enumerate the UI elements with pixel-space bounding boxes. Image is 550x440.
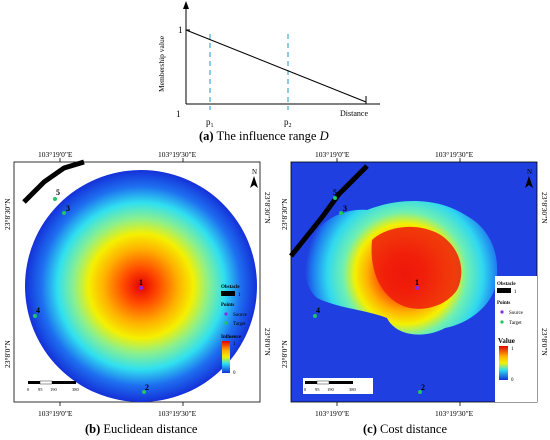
coord-top-left: 103°19'0"E xyxy=(315,150,350,159)
scale-bar: 0 95 190 380 xyxy=(303,378,373,394)
svg-text:Points: Points xyxy=(497,301,510,306)
caption-b: (b) Euclidean distance xyxy=(85,422,198,436)
x-axis-label: Distance xyxy=(340,109,368,118)
svg-text:Target: Target xyxy=(509,321,522,326)
y-axis-label: Membership value xyxy=(157,35,166,92)
caption-c: (c) Cost distance xyxy=(363,422,448,436)
svg-text:0: 0 xyxy=(233,371,236,376)
svg-text:190: 190 xyxy=(50,387,58,392)
coord-bottom-left: 103°19'0"E xyxy=(315,409,350,418)
caption-a: (a) The influence range D xyxy=(199,129,329,143)
cost-core xyxy=(371,226,462,309)
coord-right-top: 23°8'30"N xyxy=(540,192,549,224)
svg-text:1: 1 xyxy=(238,293,241,298)
scale-bar: 0 95 190 380 xyxy=(27,380,80,392)
svg-text:380: 380 xyxy=(72,387,80,392)
svg-text:3: 3 xyxy=(343,204,347,213)
svg-text:Source: Source xyxy=(509,311,524,316)
coord-right-bottom: 23°8'0"N xyxy=(263,328,272,356)
svg-text:5: 5 xyxy=(333,188,337,197)
coord-right-bottom: 23°8'0"N xyxy=(540,328,549,356)
svg-text:Value: Value xyxy=(498,337,515,345)
point-1: 1 xyxy=(415,278,419,290)
coord-left-top: 23°8'30"N xyxy=(3,198,12,230)
svg-text:4: 4 xyxy=(316,306,320,315)
svg-text:Influence: Influence xyxy=(221,335,242,340)
y-axis-arrow xyxy=(183,1,189,9)
svg-text:Obstacle: Obstacle xyxy=(221,285,240,290)
svg-text:0: 0 xyxy=(511,378,514,383)
coord-bottom-right: 103°19'30"E xyxy=(158,409,197,418)
point-4: 4 xyxy=(33,306,40,318)
north-arrow-icon: N xyxy=(525,168,533,188)
origin-label: 1 xyxy=(176,109,181,119)
north-arrow-icon: N xyxy=(250,168,258,188)
svg-text:190: 190 xyxy=(327,387,335,392)
legend: Obstacle 1 Points Source Target Influenc… xyxy=(221,285,248,376)
svg-text:0: 0 xyxy=(304,387,307,392)
point-1: 1 xyxy=(139,278,143,290)
svg-text:380: 380 xyxy=(349,387,357,392)
map-euclidean: 103°19'0"E 103°19'30"E 103°19'0"E 103°19… xyxy=(3,150,272,418)
svg-text:1: 1 xyxy=(233,342,236,347)
svg-text:5: 5 xyxy=(56,188,60,197)
svg-text:N: N xyxy=(527,168,532,176)
coord-bottom-right: 103°19'30"E xyxy=(435,409,474,418)
coord-top-left: 103°19'0"E xyxy=(38,150,73,159)
coord-right-top: 23°8'30"N xyxy=(263,192,272,224)
coord-left-bottom: 23°8'0"N xyxy=(3,340,12,368)
p1-label: p1 xyxy=(206,117,214,129)
p2-label: p2 xyxy=(284,117,292,129)
coord-top-right: 103°19'30"E xyxy=(158,150,197,159)
svg-text:1: 1 xyxy=(511,347,514,352)
svg-text:N: N xyxy=(252,168,257,176)
svg-text:1: 1 xyxy=(514,290,517,295)
svg-text:Target: Target xyxy=(233,322,246,327)
point-2: 2 xyxy=(418,383,425,394)
svg-text:Obstacle: Obstacle xyxy=(497,282,516,287)
point-3: 3 xyxy=(339,204,347,215)
coord-left-top: 23°8'30"N xyxy=(280,198,289,230)
svg-text:1: 1 xyxy=(415,278,419,287)
obstacle-line xyxy=(22,159,85,204)
coord-left-bottom: 23°8'0"N xyxy=(280,340,289,368)
svg-text:3: 3 xyxy=(66,204,70,213)
point-5: 5 xyxy=(333,188,337,200)
point-4: 4 xyxy=(313,306,320,318)
svg-text:0: 0 xyxy=(27,387,30,392)
point-3: 3 xyxy=(62,204,70,215)
svg-text:2: 2 xyxy=(145,383,149,392)
membership-chart: 1 1 Membership value Distance p1 p2 xyxy=(157,1,380,129)
svg-text:Points: Points xyxy=(221,303,234,308)
svg-text:95: 95 xyxy=(315,387,320,392)
membership-line xyxy=(185,29,367,103)
coord-top-right: 103°19'30"E xyxy=(435,150,474,159)
legend: Obstacle 1 Points Source Target Value 1 … xyxy=(495,276,537,402)
svg-text:95: 95 xyxy=(38,387,43,392)
svg-text:4: 4 xyxy=(36,306,40,315)
point-5: 5 xyxy=(53,188,60,201)
svg-text:2: 2 xyxy=(421,383,425,392)
point-2: 2 xyxy=(142,383,149,394)
svg-text:Source: Source xyxy=(233,313,248,318)
obstacle-line xyxy=(289,164,369,258)
svg-text:1: 1 xyxy=(139,278,143,287)
map-cost: 103°19'0"E 103°19'30"E 103°19'0"E 103°19… xyxy=(280,150,549,418)
y-tick-1: 1 xyxy=(178,25,183,35)
coord-bottom-left: 103°19'0"E xyxy=(38,409,73,418)
